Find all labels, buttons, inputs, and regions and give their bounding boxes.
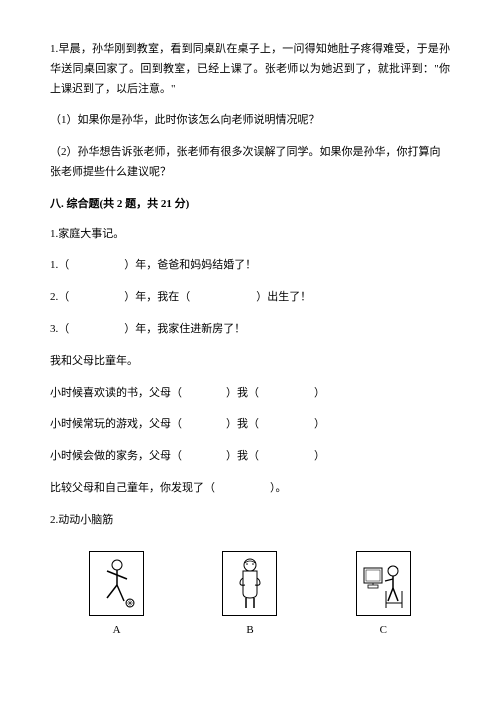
images-row: A B <box>50 551 450 641</box>
family-item-1: 1.（ ）年，爸爸和妈妈结婚了！ <box>50 256 450 276</box>
question-1-sub1: （1）如果你是孙华，此时你该怎么向老师说明情况呢？ <box>50 111 450 131</box>
image-b <box>222 551 277 616</box>
compare-row-1: 小时候喜欢读的书，父母（ ）我（ ） <box>50 384 450 404</box>
question-1-intro: 1.早晨，孙华刚到教室，看到同桌趴在桌子上，一问得知她肚子疼得难受，于是孙华送同… <box>50 40 450 99</box>
compare-row-3: 小时候会做的家务，父母（ ）我（ ） <box>50 447 450 467</box>
label-c: C <box>380 621 387 641</box>
family-item-3: 3.（ ）年，我家住进新房了！ <box>50 320 450 340</box>
q2-title: 2.动动小脑筋 <box>50 511 450 531</box>
compare-title: 我和父母比童年。 <box>50 352 450 372</box>
image-a <box>89 551 144 616</box>
image-box-b: B <box>222 551 277 641</box>
discover-row: 比较父母和自己童年，你发现了（ ）。 <box>50 479 450 499</box>
image-box-a: A <box>89 551 144 641</box>
compare-row-2: 小时候常玩的游戏，父母（ ）我（ ） <box>50 415 450 435</box>
family-item-2: 2.（ ）年，我在（ ）出生了！ <box>50 288 450 308</box>
section-8-title: 八. 综合题(共 2 题，共 21 分) <box>50 195 450 215</box>
label-a: A <box>113 621 121 641</box>
q1-family-title: 1.家庭大事记。 <box>50 225 450 245</box>
label-b: B <box>246 621 253 641</box>
question-1-sub2: （2）孙华想告诉张老师，张老师有很多次误解了同学。如果你是孙华，你打算向张老师提… <box>50 143 450 183</box>
image-c <box>356 551 411 616</box>
image-box-c: C <box>356 551 411 641</box>
